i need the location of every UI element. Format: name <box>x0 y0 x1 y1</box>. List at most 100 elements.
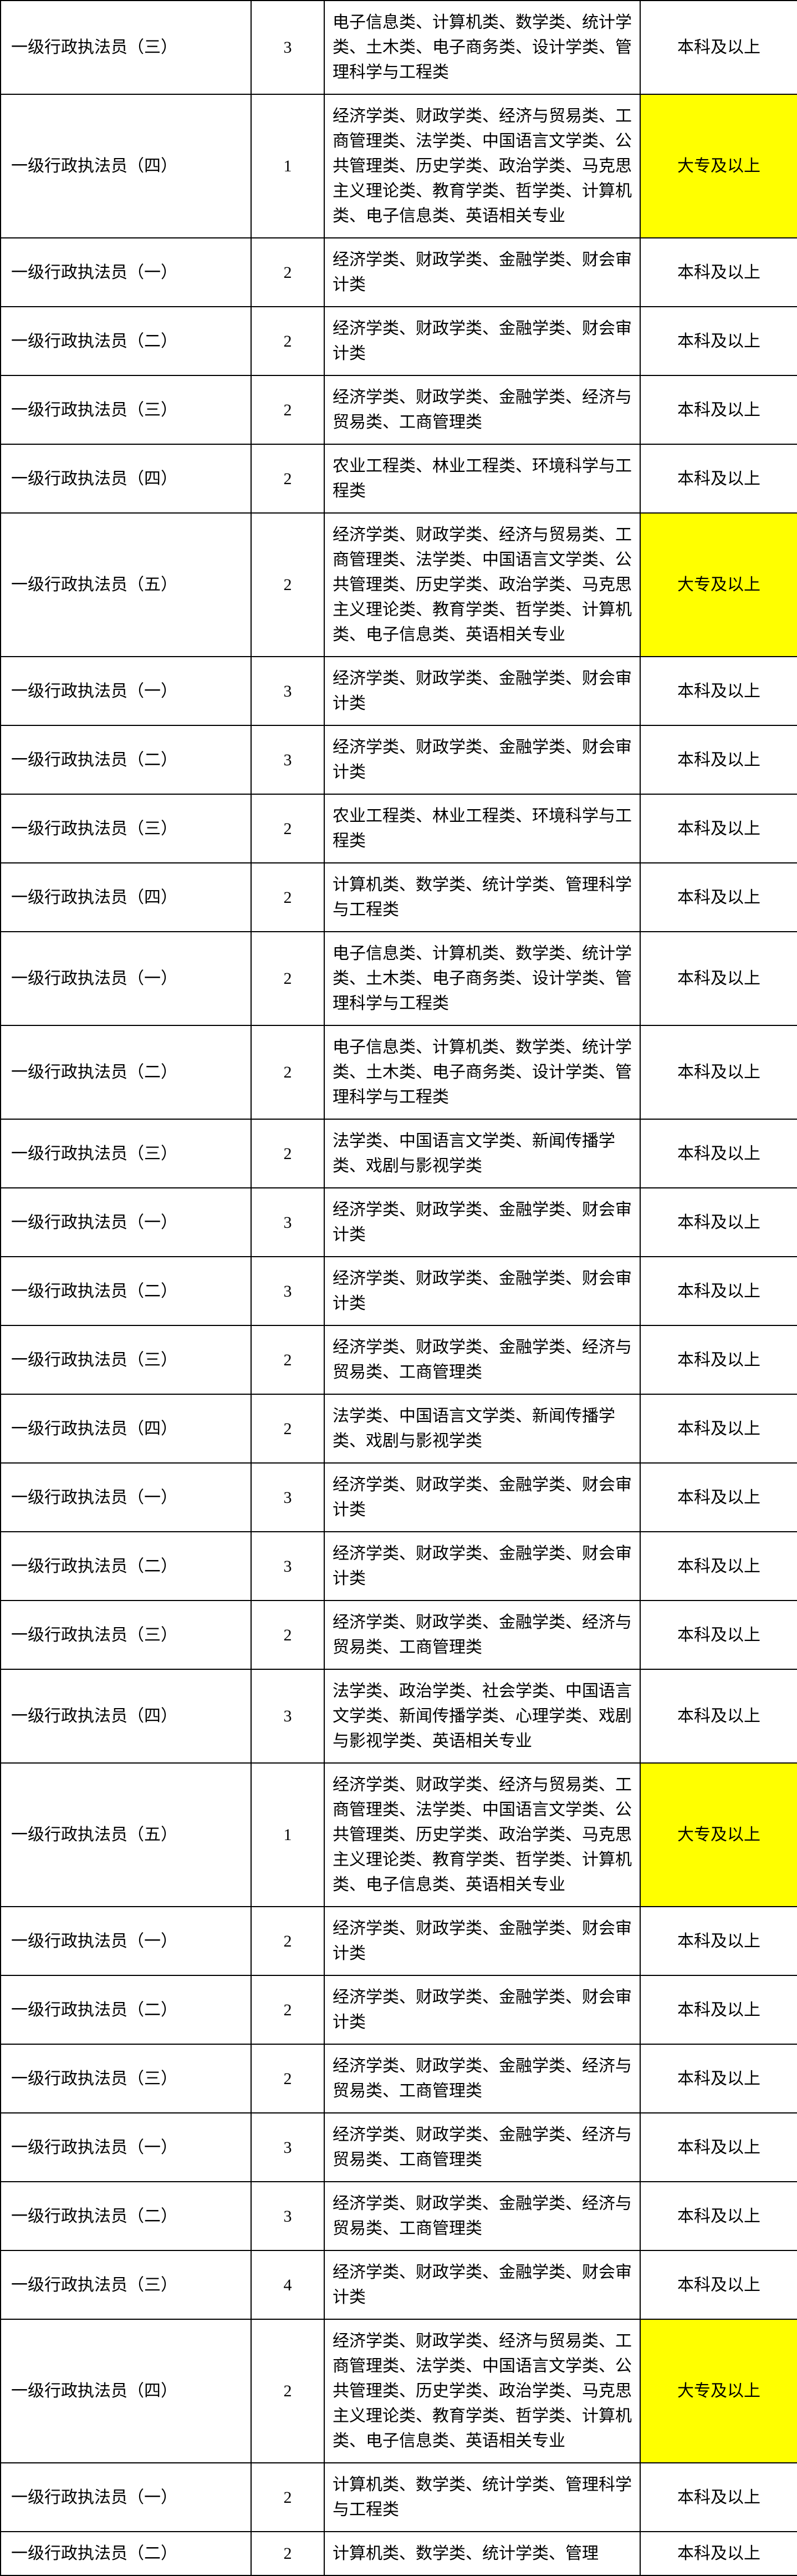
position-cell: 一级行政执法员（一） <box>1 1463 251 1532</box>
table-row: 一级行政执法员（二）2经济学类、财政学类、金融学类、财会审计类本科及以上 <box>1 307 797 375</box>
count-cell: 2 <box>251 1975 324 2044</box>
education-cell: 本科及以上 <box>640 2463 797 2532</box>
count-cell: 2 <box>251 1907 324 1975</box>
count-cell: 2 <box>251 863 324 932</box>
table-row: 一级行政执法员（一）2电子信息类、计算机类、数学类、统计学类、土木类、电子商务类… <box>1 932 797 1025</box>
education-cell: 本科及以上 <box>640 1601 797 1669</box>
position-cell: 一级行政执法员（一） <box>1 2113 251 2182</box>
count-cell: 2 <box>251 1119 324 1188</box>
count-cell: 1 <box>251 94 324 238</box>
education-cell: 大专及以上 <box>640 2319 797 2463</box>
position-cell: 一级行政执法员（二） <box>1 1975 251 2044</box>
major-cell: 法学类、中国语言文学类、新闻传播学类、戏剧与影视学类 <box>324 1119 640 1188</box>
education-cell: 本科及以上 <box>640 2532 797 2575</box>
table-row: 一级行政执法员（三）2经济学类、财政学类、金融学类、经济与贸易类、工商管理类本科… <box>1 375 797 444</box>
position-cell: 一级行政执法员（二） <box>1 307 251 375</box>
table-row: 一级行政执法员（二）2经济学类、财政学类、金融学类、财会审计类本科及以上 <box>1 1975 797 2044</box>
count-cell: 3 <box>251 2182 324 2250</box>
table-row: 一级行政执法员（三）2经济学类、财政学类、金融学类、经济与贸易类、工商管理类本科… <box>1 2044 797 2113</box>
table-row: 一级行政执法员（三）4经济学类、财政学类、金融学类、财会审计类本科及以上 <box>1 2250 797 2319</box>
table-row: 一级行政执法员（四）2法学类、中国语言文学类、新闻传播学类、戏剧与影视学类本科及… <box>1 1394 797 1463</box>
major-cell: 经济学类、财政学类、金融学类、财会审计类 <box>324 1463 640 1532</box>
education-cell: 本科及以上 <box>640 1188 797 1257</box>
major-cell: 经济学类、财政学类、金融学类、财会审计类 <box>324 657 640 725</box>
position-cell: 一级行政执法员（二） <box>1 1257 251 1325</box>
major-cell: 经济学类、财政学类、金融学类、经济与贸易类、工商管理类 <box>324 2044 640 2113</box>
major-cell: 经济学类、财政学类、金融学类、财会审计类 <box>324 1532 640 1601</box>
major-cell: 经济学类、财政学类、金融学类、经济与贸易类、工商管理类 <box>324 2182 640 2250</box>
count-cell: 3 <box>251 1532 324 1601</box>
major-cell: 法学类、中国语言文学类、新闻传播学类、戏剧与影视学类 <box>324 1394 640 1463</box>
major-cell: 电子信息类、计算机类、数学类、统计学类、土木类、电子商务类、设计学类、管理科学与… <box>324 1 640 94</box>
education-cell: 本科及以上 <box>640 932 797 1025</box>
major-cell: 经济学类、财政学类、金融学类、财会审计类 <box>324 1907 640 1975</box>
table-row: 一级行政执法员（一）3经济学类、财政学类、金融学类、财会审计类本科及以上 <box>1 657 797 725</box>
major-cell: 经济学类、财政学类、金融学类、财会审计类 <box>324 1188 640 1257</box>
education-cell: 本科及以上 <box>640 1463 797 1532</box>
count-cell: 4 <box>251 2250 324 2319</box>
count-cell: 2 <box>251 1025 324 1119</box>
education-cell: 本科及以上 <box>640 307 797 375</box>
count-cell: 3 <box>251 725 324 794</box>
major-cell: 电子信息类、计算机类、数学类、统计学类、土木类、电子商务类、设计学类、管理科学与… <box>324 1025 640 1119</box>
education-cell: 本科及以上 <box>640 375 797 444</box>
table-row: 一级行政执法员（四）3法学类、政治学类、社会学类、中国语言文学类、新闻传播学类、… <box>1 1669 797 1763</box>
table-row: 一级行政执法员（三）2农业工程类、林业工程类、环境科学与工程类本科及以上 <box>1 794 797 863</box>
recruitment-table: 一级行政执法员（三）3电子信息类、计算机类、数学类、统计学类、土木类、电子商务类… <box>0 0 797 2576</box>
table-row: 一级行政执法员（一）3经济学类、财政学类、金融学类、财会审计类本科及以上 <box>1 1463 797 1532</box>
count-cell: 3 <box>251 1 324 94</box>
count-cell: 3 <box>251 1463 324 1532</box>
position-cell: 一级行政执法员（一） <box>1 2463 251 2532</box>
table-row: 一级行政执法员（四）2计算机类、数学类、统计学类、管理科学与工程类本科及以上 <box>1 863 797 932</box>
major-cell: 经济学类、财政学类、金融学类、经济与贸易类、工商管理类 <box>324 1601 640 1669</box>
table-row: 一级行政执法员（二）3经济学类、财政学类、金融学类、财会审计类本科及以上 <box>1 725 797 794</box>
table-row: 一级行政执法员（二）3经济学类、财政学类、金融学类、财会审计类本科及以上 <box>1 1257 797 1325</box>
position-cell: 一级行政执法员（一） <box>1 932 251 1025</box>
major-cell: 经济学类、财政学类、金融学类、经济与贸易类、工商管理类 <box>324 1325 640 1394</box>
count-cell: 3 <box>251 2113 324 2182</box>
education-cell: 本科及以上 <box>640 1907 797 1975</box>
table-row: 一级行政执法员（四）2农业工程类、林业工程类、环境科学与工程类本科及以上 <box>1 444 797 513</box>
position-cell: 一级行政执法员（五） <box>1 513 251 657</box>
major-cell: 经济学类、财政学类、金融学类、财会审计类 <box>324 2250 640 2319</box>
major-cell: 经济学类、财政学类、金融学类、财会审计类 <box>324 1975 640 2044</box>
major-cell: 法学类、政治学类、社会学类、中国语言文学类、新闻传播学类、心理学类、戏剧与影视学… <box>324 1669 640 1763</box>
count-cell: 2 <box>251 1601 324 1669</box>
position-cell: 一级行政执法员（三） <box>1 375 251 444</box>
education-cell: 本科及以上 <box>640 2250 797 2319</box>
count-cell: 2 <box>251 1325 324 1394</box>
position-cell: 一级行政执法员（一） <box>1 1188 251 1257</box>
table-row: 一级行政执法员（一）2经济学类、财政学类、金融学类、财会审计类本科及以上 <box>1 1907 797 1975</box>
position-cell: 一级行政执法员（三） <box>1 1325 251 1394</box>
position-cell: 一级行政执法员（三） <box>1 2044 251 2113</box>
education-cell: 本科及以上 <box>640 1975 797 2044</box>
education-cell: 大专及以上 <box>640 94 797 238</box>
education-cell: 本科及以上 <box>640 794 797 863</box>
position-cell: 一级行政执法员（四） <box>1 444 251 513</box>
count-cell: 2 <box>251 307 324 375</box>
count-cell: 2 <box>251 1394 324 1463</box>
major-cell: 经济学类、财政学类、金融学类、财会审计类 <box>324 307 640 375</box>
position-cell: 一级行政执法员（三） <box>1 794 251 863</box>
table-row: 一级行政执法员（四）1经济学类、财政学类、经济与贸易类、工商管理类、法学类、中国… <box>1 94 797 238</box>
position-cell: 一级行政执法员（二） <box>1 1532 251 1601</box>
table-row: 一级行政执法员（三）2经济学类、财政学类、金融学类、经济与贸易类、工商管理类本科… <box>1 1325 797 1394</box>
major-cell: 农业工程类、林业工程类、环境科学与工程类 <box>324 444 640 513</box>
education-cell: 本科及以上 <box>640 1669 797 1763</box>
major-cell: 经济学类、财政学类、经济与贸易类、工商管理类、法学类、中国语言文学类、公共管理类… <box>324 1763 640 1907</box>
table-row: 一级行政执法员（三）2法学类、中国语言文学类、新闻传播学类、戏剧与影视学类本科及… <box>1 1119 797 1188</box>
table-row: 一级行政执法员（一）3经济学类、财政学类、金融学类、经济与贸易类、工商管理类本科… <box>1 2113 797 2182</box>
education-cell: 本科及以上 <box>640 238 797 307</box>
education-cell: 本科及以上 <box>640 863 797 932</box>
major-cell: 经济学类、财政学类、经济与贸易类、工商管理类、法学类、中国语言文学类、公共管理类… <box>324 513 640 657</box>
position-cell: 一级行政执法员（一） <box>1 238 251 307</box>
table-row: 一级行政执法员（二）3经济学类、财政学类、金融学类、经济与贸易类、工商管理类本科… <box>1 2182 797 2250</box>
position-cell: 一级行政执法员（三） <box>1 1601 251 1669</box>
major-cell: 电子信息类、计算机类、数学类、统计学类、土木类、电子商务类、设计学类、管理科学与… <box>324 932 640 1025</box>
position-cell: 一级行政执法员（二） <box>1 725 251 794</box>
count-cell: 3 <box>251 1669 324 1763</box>
table-row: 一级行政执法员（五）2经济学类、财政学类、经济与贸易类、工商管理类、法学类、中国… <box>1 513 797 657</box>
position-cell: 一级行政执法员（三） <box>1 2250 251 2319</box>
education-cell: 本科及以上 <box>640 1 797 94</box>
count-cell: 3 <box>251 657 324 725</box>
